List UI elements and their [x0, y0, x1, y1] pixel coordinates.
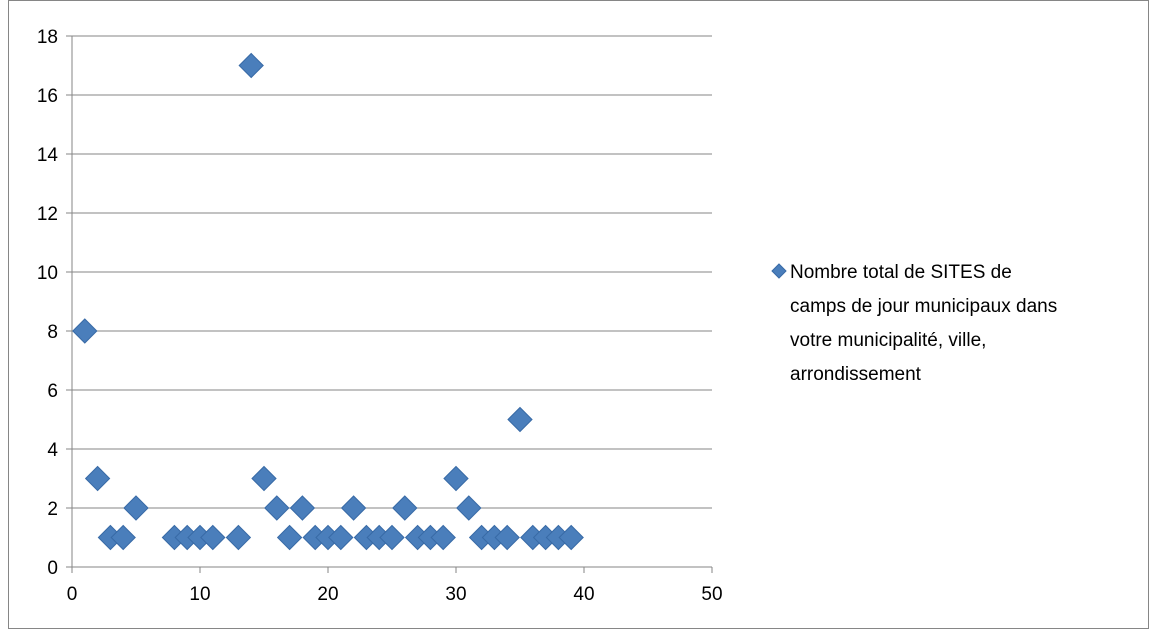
- axes: [71, 36, 712, 568]
- y-axis-ticks: 0 2 4 6 8 10 12 14 16 18: [37, 27, 72, 579]
- y-tick-label: 18: [37, 27, 58, 48]
- chart-border: [8, 0, 1149, 629]
- data-point: [456, 495, 482, 521]
- legend-marker: [771, 263, 787, 279]
- gridlines: [72, 35, 712, 509]
- y-tick-label: 16: [37, 86, 58, 107]
- y-tick-label: 4: [47, 440, 58, 461]
- y-tick-label: 14: [37, 145, 59, 166]
- data-point: [430, 524, 456, 551]
- y-tick-label: 8: [47, 322, 58, 343]
- data-point: [392, 495, 418, 521]
- data-point: [558, 524, 584, 551]
- x-tick-label: 30: [445, 584, 466, 605]
- data-point: [379, 524, 405, 551]
- data-point: [276, 524, 303, 551]
- y-tick-label: 12: [37, 204, 58, 225]
- x-tick-label: 0: [67, 584, 78, 605]
- data-point: [123, 495, 149, 521]
- data-point: [251, 465, 277, 492]
- x-tick-label: 20: [317, 584, 338, 605]
- legend-line-3: votre municipalité, ville,: [790, 330, 986, 351]
- x-tick-label: 50: [701, 584, 722, 605]
- data-point: [264, 495, 290, 521]
- data-point: [238, 52, 264, 79]
- y-tick-label: 6: [47, 381, 58, 402]
- data-point: [494, 524, 520, 551]
- data-point: [328, 524, 354, 551]
- data-point: [443, 465, 469, 492]
- y-tick-label: 2: [47, 499, 58, 520]
- data-points: [72, 52, 584, 551]
- data-point: [110, 524, 136, 551]
- x-tick-label: 10: [189, 584, 210, 605]
- data-point: [507, 406, 533, 433]
- legend: Nombre total de SITES de camps de jour m…: [771, 262, 1057, 385]
- x-axis-ticks: 0 10 20 30 40 50: [67, 567, 723, 605]
- x-tick-label: 40: [573, 584, 594, 605]
- legend-line-1: Nombre total de SITES de: [790, 262, 1012, 283]
- data-point: [72, 318, 98, 344]
- legend-line-2: camps de jour municipaux dans: [790, 296, 1057, 317]
- y-tick-label: 0: [47, 558, 58, 579]
- data-point: [289, 495, 316, 521]
- legend-line-4: arrondissement: [790, 364, 922, 385]
- y-tick-label: 10: [37, 263, 58, 284]
- data-point: [340, 495, 367, 521]
- data-point: [84, 465, 111, 492]
- data-point: [225, 524, 252, 551]
- data-point: [200, 524, 226, 551]
